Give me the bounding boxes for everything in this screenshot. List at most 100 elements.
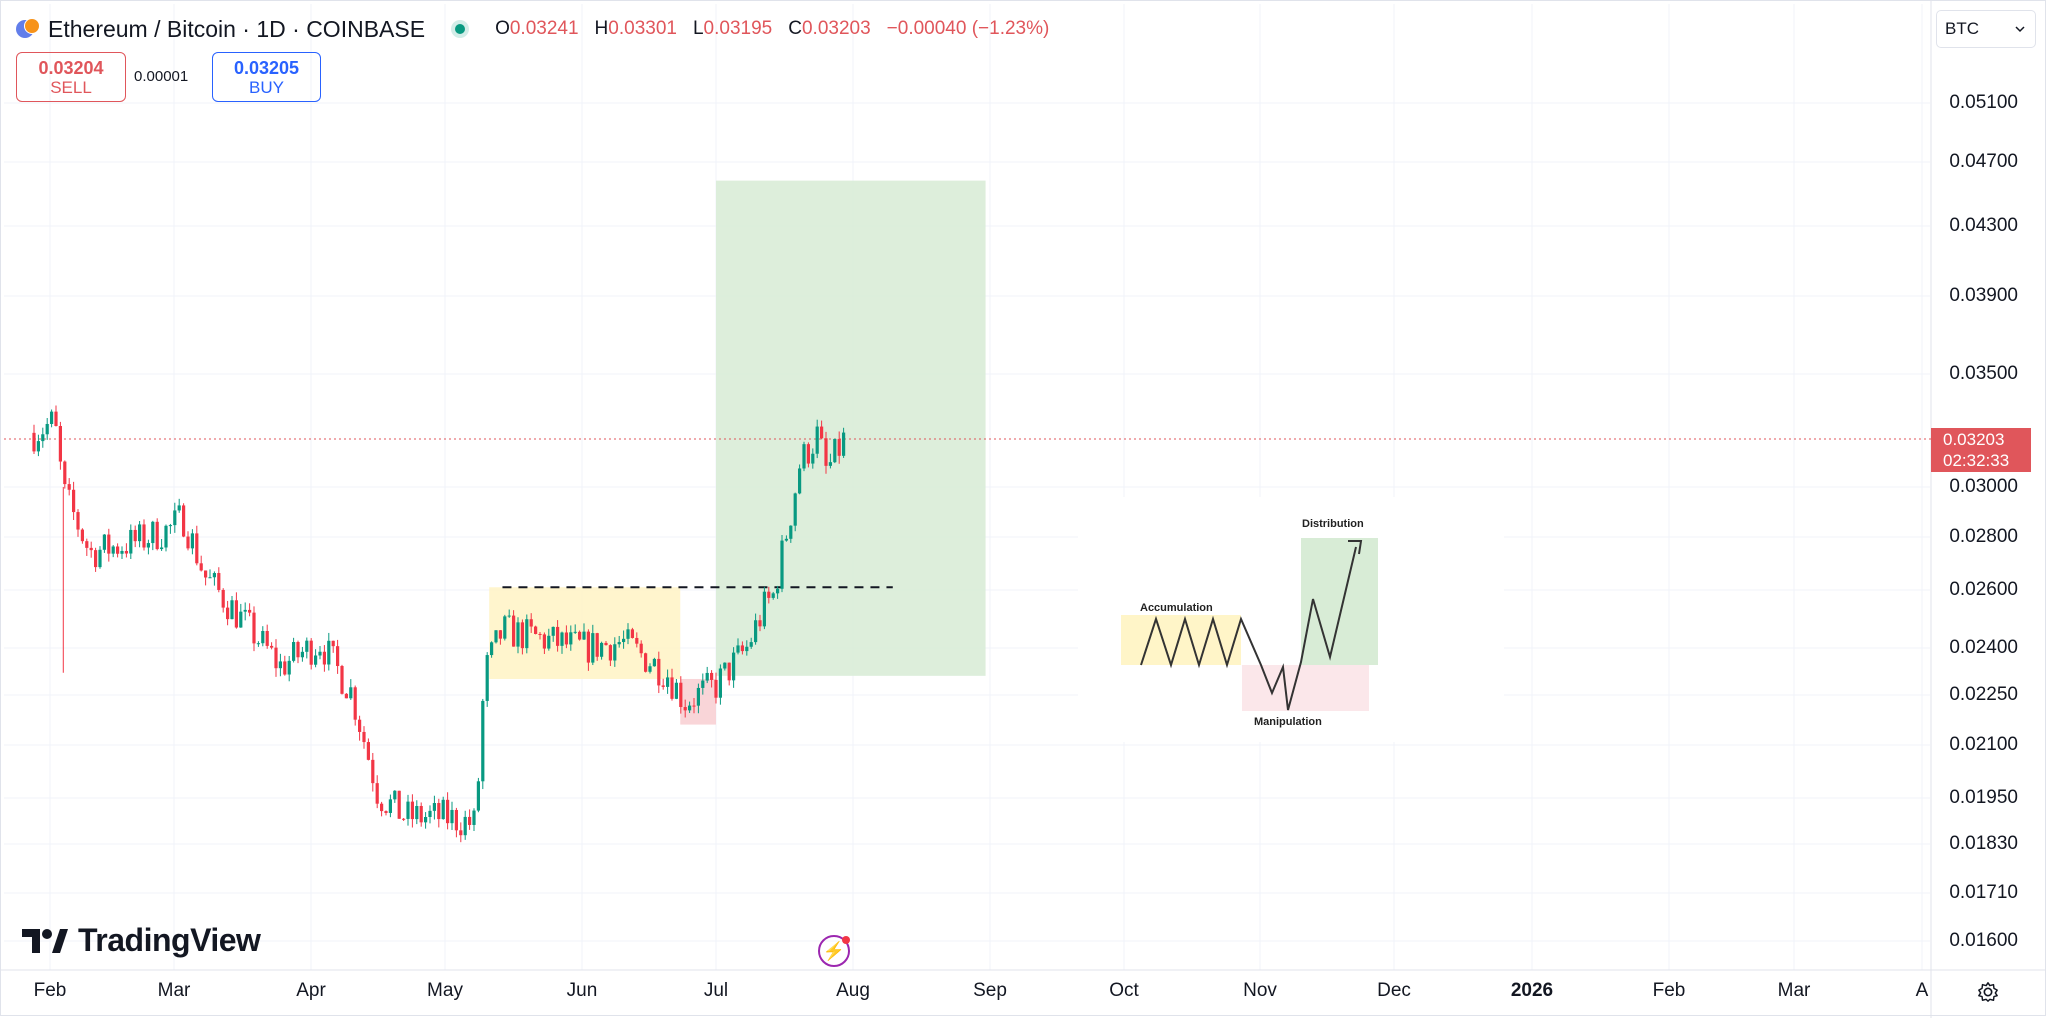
price-axis-tick: 0.01710 bbox=[1949, 882, 2018, 903]
candle-body bbox=[243, 609, 247, 612]
candle-body bbox=[265, 631, 269, 646]
candle-body bbox=[622, 638, 626, 643]
candle-body bbox=[758, 620, 762, 627]
candle-body bbox=[600, 642, 604, 657]
candle-body bbox=[305, 640, 309, 652]
candle-body bbox=[415, 805, 419, 820]
candle-body bbox=[784, 538, 788, 541]
price-axis-tick: 0.02250 bbox=[1949, 684, 2018, 705]
time-axis-tick: Nov bbox=[1243, 980, 1277, 1001]
sell-price: 0.03204 bbox=[38, 58, 104, 78]
candle-body bbox=[234, 600, 238, 628]
candle-body bbox=[754, 620, 758, 643]
symbol-header: Ethereum / Bitcoin · 1D · COINBASE O0.03… bbox=[16, 12, 1049, 46]
arrow-up-icon bbox=[1348, 540, 1363, 555]
candle-body bbox=[168, 525, 172, 527]
tradingview-logo[interactable]: TradingView bbox=[22, 922, 261, 959]
candle-body bbox=[89, 547, 93, 551]
price-axis-tick: 0.01600 bbox=[1949, 930, 2018, 951]
amd-pattern-diagram bbox=[1121, 538, 1378, 711]
time-axis-tick: Jul bbox=[703, 980, 729, 1001]
candle-body bbox=[406, 801, 410, 819]
candle-body bbox=[569, 632, 573, 645]
candle-body bbox=[111, 546, 115, 554]
candle-body bbox=[274, 647, 278, 669]
candle-body bbox=[732, 652, 736, 681]
high-value: 0.03301 bbox=[608, 18, 677, 39]
bar-countdown: 02:32:33 bbox=[1943, 451, 2010, 470]
candle-body bbox=[124, 550, 128, 554]
candle-body bbox=[331, 640, 335, 647]
chevron-down-icon bbox=[2015, 26, 2025, 33]
candle-body bbox=[226, 607, 230, 620]
candle-body bbox=[564, 632, 568, 645]
tradingview-wordmark: TradingView bbox=[78, 922, 261, 958]
candle-body bbox=[252, 612, 256, 644]
candle-body bbox=[402, 818, 406, 820]
candle-body bbox=[793, 493, 797, 526]
candle-body bbox=[718, 668, 722, 698]
candle-body bbox=[842, 432, 846, 456]
candle-body bbox=[278, 661, 282, 669]
candle-body bbox=[714, 679, 718, 698]
price-axis-tick: 0.04300 bbox=[1949, 215, 2018, 236]
candle-body bbox=[762, 591, 766, 627]
notification-dot bbox=[842, 936, 850, 944]
candle-body bbox=[468, 816, 472, 825]
sell-label: SELL bbox=[50, 78, 92, 97]
time-axis-tick: Feb bbox=[33, 980, 67, 1001]
candle-body bbox=[362, 731, 366, 743]
candle-body bbox=[512, 615, 516, 647]
candle-body bbox=[666, 677, 670, 687]
price-axis-tick: 0.01830 bbox=[1949, 833, 2018, 854]
accumulation-label: Accumulation bbox=[1140, 602, 1213, 614]
sell-button[interactable]: 0.03204 SELL bbox=[16, 52, 126, 102]
currency-select[interactable]: BTC bbox=[1936, 10, 2036, 48]
candle-body bbox=[705, 672, 709, 681]
candle-body bbox=[516, 622, 520, 647]
candle-body bbox=[129, 529, 133, 554]
candle-body bbox=[182, 505, 186, 537]
candle-body bbox=[613, 644, 617, 661]
candle-body bbox=[393, 790, 397, 800]
low-key: L bbox=[692, 18, 704, 39]
low-value: 0.03195 bbox=[703, 18, 773, 39]
candle-body bbox=[472, 810, 476, 825]
candle-body bbox=[591, 633, 595, 663]
candle-body bbox=[771, 593, 775, 598]
candle-body bbox=[424, 817, 428, 823]
candle-body bbox=[349, 687, 353, 699]
candle-body bbox=[221, 589, 225, 608]
candle-body bbox=[199, 563, 203, 571]
price-axis-tick: 0.04700 bbox=[1949, 151, 2018, 172]
candle-body bbox=[560, 632, 564, 646]
candle-body bbox=[701, 680, 705, 688]
candle-body bbox=[300, 651, 304, 658]
candle-body bbox=[696, 687, 700, 706]
market-open-status-icon bbox=[451, 20, 470, 38]
settings-gear-icon[interactable] bbox=[1977, 981, 1999, 1003]
symbol-title[interactable]: Ethereum / Bitcoin · 1D · COINBASE bbox=[48, 15, 426, 42]
currency-select-value: BTC bbox=[1945, 19, 1979, 38]
candle-body bbox=[657, 658, 661, 686]
candle-body bbox=[287, 660, 291, 675]
candle-body bbox=[806, 444, 810, 464]
candle-body bbox=[120, 550, 124, 554]
candle-body bbox=[292, 642, 296, 661]
candle-body bbox=[85, 541, 89, 548]
last-price-value: 0.03203 bbox=[1943, 430, 2005, 449]
time-axis-tick: Jun bbox=[566, 980, 598, 1001]
candle-body bbox=[454, 809, 458, 831]
time-axis-tick: May bbox=[427, 980, 463, 1001]
candle-body bbox=[36, 441, 40, 452]
buy-button[interactable]: 0.03205 BUY bbox=[212, 52, 321, 102]
price-axis-tick: 0.03500 bbox=[1949, 363, 2018, 384]
candle-body bbox=[679, 682, 683, 708]
last-price-label: 0.03203 02:32:33 bbox=[1931, 428, 2031, 472]
candle-body bbox=[503, 616, 507, 639]
candle-body bbox=[595, 633, 599, 657]
candle-body bbox=[270, 645, 274, 648]
price-axis-tick: 0.03000 bbox=[1949, 476, 2018, 497]
lightning-icon[interactable]: ⚡ bbox=[818, 935, 850, 967]
